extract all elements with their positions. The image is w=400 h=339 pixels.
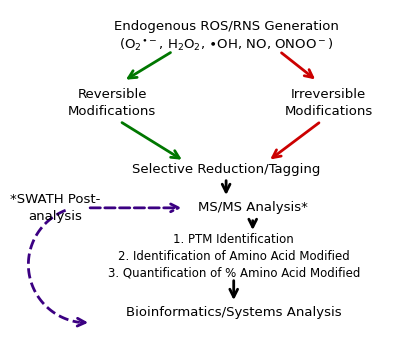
Text: Reversible
Modifications: Reversible Modifications	[68, 88, 156, 118]
Text: Bioinformatics/Systems Analysis: Bioinformatics/Systems Analysis	[126, 306, 342, 319]
Text: *SWATH Post-
analysis: *SWATH Post- analysis	[10, 193, 100, 223]
Text: Selective Reduction/Tagging: Selective Reduction/Tagging	[132, 163, 320, 176]
Text: (O$_2$$^{\bullet-}$, H$_2$O$_2$, $\bullet$OH, NO, ONOO$^-$): (O$_2$$^{\bullet-}$, H$_2$O$_2$, $\bulle…	[119, 36, 333, 53]
Text: 1. PTM Identification
2. Identification of Amino Acid Modified
3. Quantification: 1. PTM Identification 2. Identification …	[108, 233, 360, 280]
Text: Irreversible
Modifications: Irreversible Modifications	[285, 88, 373, 118]
Text: MS/MS Analysis*: MS/MS Analysis*	[198, 201, 308, 214]
Text: Endogenous ROS/RNS Generation: Endogenous ROS/RNS Generation	[114, 20, 338, 33]
